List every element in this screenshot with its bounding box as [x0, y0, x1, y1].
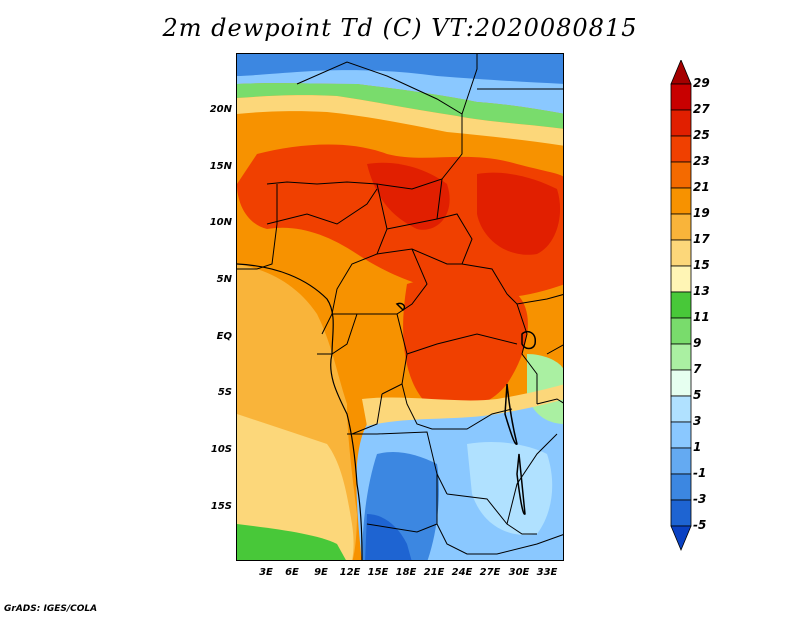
colorbar-segment [670, 109, 692, 137]
colorbar-label: 9 [693, 336, 702, 350]
lon-label-18e: 18E [395, 567, 417, 578]
lon-label-24e: 24E [451, 567, 473, 578]
colorbar-label: 23 [693, 154, 710, 168]
field-atlantic-south [237, 414, 354, 560]
lon-label-6e: 6E [285, 567, 299, 578]
field-east-green [527, 354, 563, 424]
field-core-north-peak [367, 162, 450, 230]
credit-text: GrADS: IGES/COLA [4, 604, 98, 614]
colorbar-label: 21 [693, 180, 710, 194]
field-south-east [467, 442, 553, 535]
colorbar-segment [670, 421, 692, 449]
field-core-central [403, 278, 528, 409]
colorbar-label: 13 [693, 284, 710, 298]
colorbar [670, 60, 692, 552]
map-title: 2m dewpoint Td (C) VT:2020080815 [162, 14, 638, 42]
lon-label-15e: 15E [367, 567, 389, 578]
field-north-verydry [237, 54, 563, 84]
colorbar-segment [670, 213, 692, 241]
lon-label-27e: 27E [479, 567, 501, 578]
lon-label-21e: 21E [423, 567, 445, 578]
field-north-yellow [237, 95, 563, 146]
colorbar-label: 7 [693, 362, 702, 376]
field-transition [362, 384, 563, 426]
colorbar-label: 25 [693, 128, 710, 142]
lon-label-12e: 12E [339, 567, 361, 578]
colorbar-label: 5 [693, 388, 702, 402]
field-sw-green [237, 524, 346, 560]
colorbar-segment [670, 343, 692, 371]
colorbar-label: 1 [693, 440, 702, 454]
lat-label-10n: 10N [209, 217, 232, 228]
colorbar-segment [670, 395, 692, 423]
colorbar-segment [670, 161, 692, 189]
colorbar-segment [670, 135, 692, 163]
colorbar-label: -3 [693, 492, 707, 506]
field-core-east-peak [477, 172, 561, 255]
colorbar-label: 19 [693, 206, 710, 220]
colorbar-segment [670, 83, 692, 111]
lake-outlines [395, 302, 536, 515]
lon-label-30e: 30E [508, 567, 530, 578]
colorbar-label: 3 [693, 414, 702, 428]
field-north-green [237, 83, 563, 129]
lat-label-5n: 5N [216, 274, 232, 285]
colorbar-label: -1 [693, 466, 707, 480]
colorbar-segment [670, 187, 692, 215]
colorbar-label: -5 [693, 518, 707, 532]
colorbar-top-triangle [670, 60, 692, 85]
colorbar-bottom-triangle [670, 525, 692, 552]
lat-label-eq: EQ [216, 331, 232, 342]
colorbar-segment [670, 369, 692, 397]
lon-label-9e: 9E [314, 567, 328, 578]
colorbar-label: 11 [693, 310, 710, 324]
country-borders [237, 54, 563, 555]
colorbar-segment [670, 291, 692, 319]
lat-label-20n: 20N [209, 104, 232, 115]
lon-label-3e: 3E [259, 567, 273, 578]
colorbar-segment [670, 265, 692, 293]
colorbar-label: 29 [693, 76, 710, 90]
lat-label-15s: 15S [210, 501, 232, 512]
colorbar-segment [670, 473, 692, 501]
colorbar-label: 17 [693, 232, 710, 246]
lat-label-5s: 5S [217, 387, 232, 398]
colorbar-segment [670, 239, 692, 267]
colorbar-segment [670, 499, 692, 527]
dewpoint-map [236, 53, 564, 561]
lat-label-10s: 10S [210, 444, 232, 455]
colorbar-label: 15 [693, 258, 710, 272]
lat-label-15n: 15N [209, 161, 232, 172]
colorbar-label: 27 [693, 102, 710, 116]
colorbar-segment [670, 317, 692, 345]
lon-label-33e: 33E [536, 567, 558, 578]
coastline [237, 263, 363, 560]
map-field [237, 54, 563, 560]
colorbar-segment [670, 447, 692, 475]
